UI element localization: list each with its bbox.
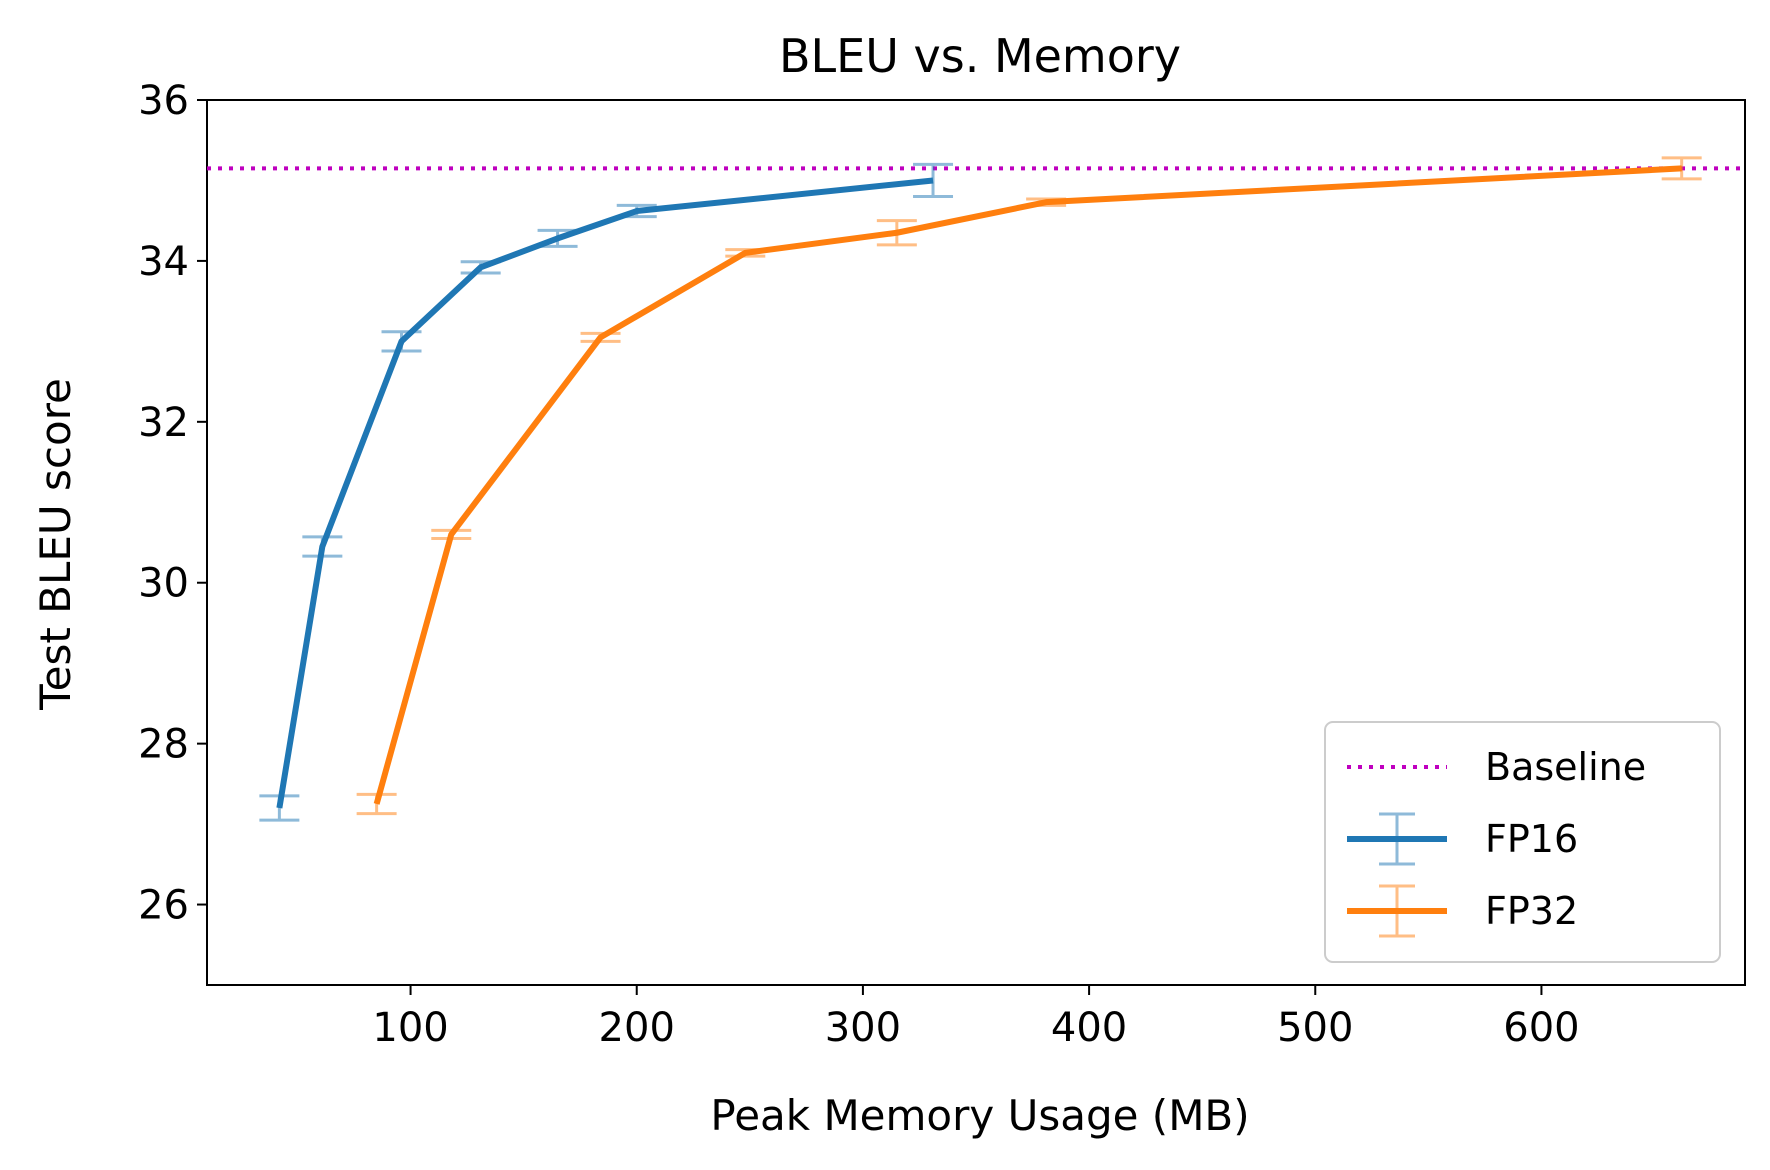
legend-fp16-label: FP16 <box>1485 817 1578 861</box>
x-tick-label: 100 <box>372 1005 448 1051</box>
legend: Baseline FP16 FP32 <box>1324 721 1721 963</box>
x-tick-label: 600 <box>1503 1005 1579 1051</box>
fp32-line <box>373 165 1682 805</box>
x-tick-label: 200 <box>599 1005 675 1051</box>
legend-box <box>1324 721 1721 963</box>
y-axis-title: Test BLEU score <box>31 378 80 711</box>
x-tick-label: 400 <box>1051 1005 1127 1051</box>
y-tick-label: 36 <box>138 78 189 124</box>
y-tick-label: 28 <box>138 722 189 768</box>
y-tick-label: 32 <box>138 400 189 446</box>
legend-fp32-label: FP32 <box>1485 889 1578 933</box>
fp16-line <box>276 177 934 809</box>
plot-layer: 100 200 300 400 500 600 26 28 30 32 34 36 <box>138 78 1746 1051</box>
x-axis-title: Peak Memory Usage (MB) <box>710 1091 1249 1140</box>
x-tick-label: 500 <box>1277 1005 1353 1051</box>
y-tick-label: 34 <box>138 239 189 285</box>
y-tick-label: 30 <box>138 561 189 607</box>
chart-title: BLEU vs. Memory <box>779 29 1181 83</box>
x-tick-label: 300 <box>825 1005 901 1051</box>
legend-baseline-label: Baseline <box>1485 745 1646 789</box>
y-tick-label: 26 <box>138 883 189 929</box>
plot-frame <box>206 99 1746 986</box>
